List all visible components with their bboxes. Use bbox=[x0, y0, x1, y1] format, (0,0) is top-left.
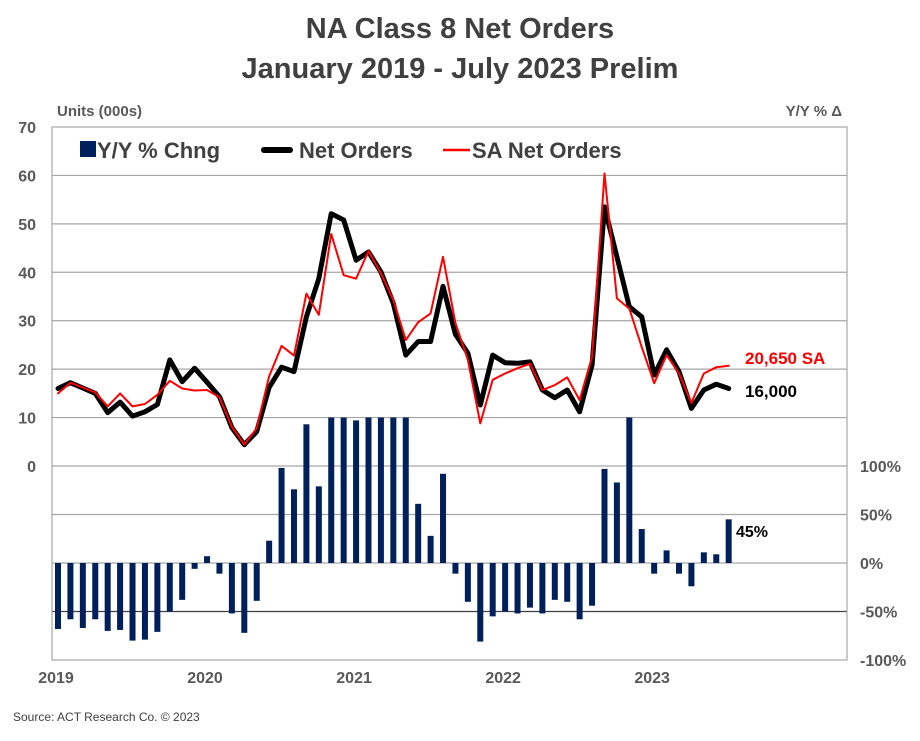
yy-bar bbox=[427, 535, 434, 563]
x-tick-label: 2020 bbox=[187, 670, 223, 687]
yy-bar bbox=[663, 550, 670, 563]
yy-bar bbox=[377, 417, 384, 563]
yy-bar bbox=[353, 420, 360, 563]
yy-bar bbox=[340, 417, 347, 563]
left-tick-label: 0 bbox=[27, 459, 36, 476]
x-tick-label: 2021 bbox=[336, 670, 372, 687]
yy-bars bbox=[55, 417, 732, 642]
x-tick-label: 2019 bbox=[38, 670, 74, 687]
chart-title-line1: NA Class 8 Net Orders bbox=[306, 13, 614, 45]
chart-title-line2: January 2019 - July 2023 Prelim bbox=[242, 53, 679, 85]
yy-bar bbox=[725, 519, 732, 563]
yy-bar bbox=[464, 563, 471, 602]
yy-bar bbox=[154, 563, 161, 632]
left-tick-label: 10 bbox=[18, 411, 36, 428]
left-tick-label: 20 bbox=[18, 362, 36, 379]
left-axis-ticks: 70 60 50 40 30 20 10 0 bbox=[18, 120, 36, 476]
yy-bar bbox=[676, 563, 682, 574]
right-axis-ticks: 100% 50% 0% -50% -100% bbox=[860, 459, 906, 670]
yy-bar bbox=[613, 482, 620, 563]
yy-bar bbox=[79, 563, 86, 628]
yy-bar bbox=[303, 424, 310, 563]
yy-bar bbox=[216, 563, 223, 574]
yy-bar bbox=[365, 417, 372, 563]
yy-bar bbox=[315, 486, 322, 563]
legend-label-yy: Y/Y % Chng bbox=[97, 138, 220, 163]
x-axis-ticks: 2019 2020 2021 2022 2023 bbox=[38, 670, 670, 687]
yy-bar bbox=[390, 417, 397, 563]
yy-bar bbox=[328, 417, 335, 563]
left-tick-label: 60 bbox=[18, 168, 36, 185]
legend: Y/Y % Chng Net Orders SA Net Orders bbox=[80, 138, 622, 163]
yy-bar bbox=[278, 467, 285, 563]
yy-bar bbox=[117, 563, 124, 630]
yy-bar bbox=[129, 563, 136, 641]
yy-bar bbox=[92, 563, 99, 620]
yy-bar bbox=[688, 563, 695, 587]
annotation-yy-last: 45% bbox=[736, 524, 768, 541]
yy-bar bbox=[415, 503, 422, 563]
yy-bar bbox=[166, 563, 173, 612]
yy-bar bbox=[290, 489, 297, 563]
legend-swatch-yy bbox=[80, 141, 96, 157]
annotation-net-last: 16,000 bbox=[745, 382, 797, 401]
x-tick-label: 2023 bbox=[634, 670, 670, 687]
right-tick-label: 100% bbox=[860, 459, 901, 476]
yy-bar bbox=[626, 417, 633, 563]
left-axis-label: Units (000s) bbox=[57, 103, 142, 120]
yy-bar bbox=[402, 417, 409, 563]
right-axis-label: Y/Y % Δ bbox=[786, 103, 843, 120]
gridlines bbox=[52, 174, 847, 613]
yy-bar bbox=[576, 563, 583, 620]
legend-label-net: Net Orders bbox=[299, 138, 413, 163]
yy-bar bbox=[55, 563, 61, 629]
source-note: Source: ACT Research Co. © 2023 bbox=[13, 710, 200, 724]
yy-bar bbox=[713, 554, 720, 563]
left-tick-label: 50 bbox=[18, 217, 36, 234]
yy-bar bbox=[141, 563, 148, 640]
yy-bar bbox=[502, 563, 509, 612]
right-tick-label: 50% bbox=[860, 508, 892, 525]
left-tick-label: 30 bbox=[18, 314, 36, 331]
yy-bar bbox=[700, 552, 707, 563]
right-tick-label: -100% bbox=[860, 653, 906, 670]
annotation-sa-last: 20,650 SA bbox=[745, 349, 825, 368]
plot-frame bbox=[51, 126, 848, 661]
right-tick-label: 0% bbox=[860, 556, 883, 573]
yy-bar bbox=[241, 563, 248, 633]
yy-bar bbox=[440, 473, 447, 563]
yy-bar bbox=[651, 563, 658, 574]
yy-bar bbox=[638, 529, 645, 563]
yy-bar bbox=[67, 563, 74, 620]
yy-bar bbox=[477, 563, 484, 642]
yy-bar bbox=[104, 563, 111, 631]
yy-bar bbox=[452, 563, 459, 574]
yy-bar bbox=[589, 563, 596, 606]
yy-bar bbox=[489, 563, 496, 617]
yy-bar bbox=[539, 563, 546, 614]
yy-bar bbox=[526, 563, 533, 608]
yy-bar bbox=[253, 563, 260, 601]
yy-bar bbox=[564, 563, 571, 602]
yy-bar bbox=[551, 563, 558, 600]
yy-bar bbox=[204, 556, 211, 563]
sa-net-orders-line bbox=[57, 172, 730, 446]
left-tick-label: 40 bbox=[18, 265, 36, 282]
yy-bar bbox=[179, 563, 186, 600]
lines bbox=[55, 172, 732, 448]
yy-bar bbox=[514, 563, 521, 614]
yy-bar bbox=[228, 563, 235, 614]
legend-label-sa: SA Net Orders bbox=[472, 138, 622, 163]
right-tick-label: -50% bbox=[860, 605, 897, 622]
net-orders-line bbox=[55, 204, 732, 448]
yy-bar bbox=[191, 563, 198, 569]
x-tick-label: 2022 bbox=[485, 670, 521, 687]
yy-bar bbox=[601, 468, 608, 563]
left-tick-label: 70 bbox=[18, 120, 36, 137]
yy-bar bbox=[266, 540, 273, 563]
